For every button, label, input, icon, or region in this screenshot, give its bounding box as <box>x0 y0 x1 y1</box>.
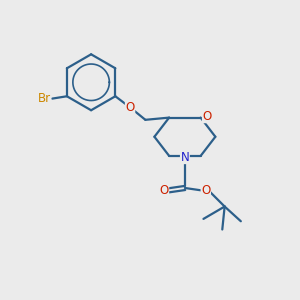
Text: O: O <box>125 101 135 114</box>
Text: Br: Br <box>38 92 51 105</box>
Text: N: N <box>181 151 189 164</box>
Text: O: O <box>202 110 212 123</box>
Text: O: O <box>201 184 210 197</box>
Text: O: O <box>159 184 169 197</box>
